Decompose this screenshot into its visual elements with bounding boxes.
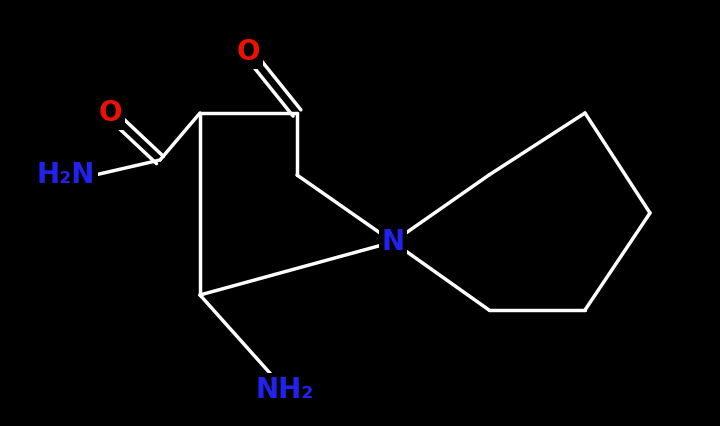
Text: NH₂: NH₂	[256, 376, 314, 404]
Text: O: O	[236, 38, 260, 66]
Text: N: N	[382, 228, 405, 256]
Text: O: O	[98, 99, 122, 127]
Text: H₂N: H₂N	[37, 161, 95, 189]
